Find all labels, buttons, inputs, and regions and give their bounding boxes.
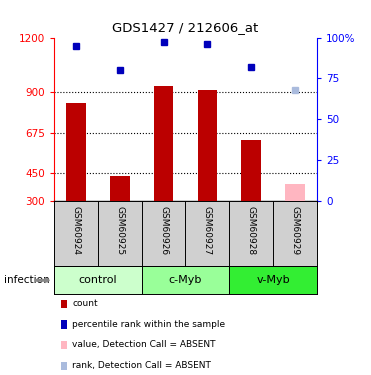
Bar	[154, 86, 173, 201]
Bar	[198, 90, 217, 201]
Text: control: control	[78, 275, 117, 285]
Text: percentile rank within the sample: percentile rank within the sample	[72, 320, 226, 329]
Bar	[54, 266, 142, 294]
Bar	[142, 266, 229, 294]
Text: GSM60927: GSM60927	[203, 206, 212, 255]
Text: GSM60929: GSM60929	[291, 206, 300, 255]
Text: GSM60924: GSM60924	[71, 206, 80, 255]
Bar	[66, 103, 86, 201]
Title: GDS1427 / 212606_at: GDS1427 / 212606_at	[112, 21, 259, 33]
Bar	[242, 140, 261, 201]
Text: GSM60925: GSM60925	[115, 206, 124, 255]
Text: v-Myb: v-Myb	[256, 275, 290, 285]
Bar	[285, 184, 305, 201]
Bar	[229, 266, 317, 294]
Text: value, Detection Call = ABSENT: value, Detection Call = ABSENT	[72, 340, 216, 350]
Bar	[110, 176, 129, 201]
Text: count: count	[72, 299, 98, 308]
Text: GSM60928: GSM60928	[247, 206, 256, 255]
Text: infection: infection	[4, 275, 49, 285]
Text: c-Myb: c-Myb	[169, 275, 202, 285]
Text: rank, Detection Call = ABSENT: rank, Detection Call = ABSENT	[72, 361, 211, 370]
Text: GSM60926: GSM60926	[159, 206, 168, 255]
